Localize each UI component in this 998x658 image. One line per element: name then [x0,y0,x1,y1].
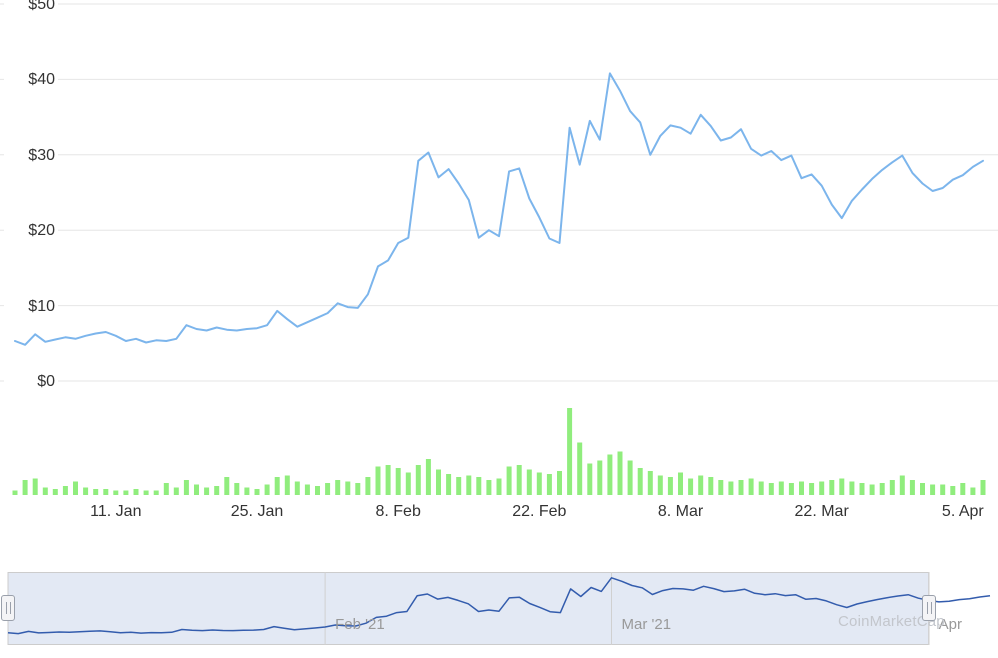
navigator-left-handle[interactable] [1,595,15,621]
x-axis-label: 5. Apr [941,503,984,520]
price-volume-plot-area[interactable] [0,0,998,545]
navigator-month-label: Apr [938,616,962,633]
navigator-mini-chart[interactable] [0,572,998,645]
y-axis-label: $0 [4,372,58,391]
x-axis-label: 22. Feb [512,503,567,520]
navigator-month-label: Mar '21 [621,616,672,633]
y-axis-label: $40 [4,70,58,90]
y-axis-label: $10 [4,296,58,316]
y-axis-label: $30 [4,145,58,165]
x-axis-label: 8. Feb [375,503,421,520]
x-axis-label: 22. Mar [794,503,849,520]
y-axis-label: $50 [4,0,58,14]
navigator-month-label: Feb '21 [335,616,385,633]
x-axis-label: 25. Jan [230,503,284,520]
navigator-right-handle[interactable] [922,595,936,621]
coinmarketcap-watermark: CoinMarketCap [838,613,945,630]
navigator[interactable]: Feb '21 Mar '21 Apr CoinMarketCap [0,572,998,645]
x-axis-label: 11. Jan [90,503,142,520]
y-axis-label: $20 [4,221,58,241]
x-axis-label: 8. Mar [657,503,704,520]
